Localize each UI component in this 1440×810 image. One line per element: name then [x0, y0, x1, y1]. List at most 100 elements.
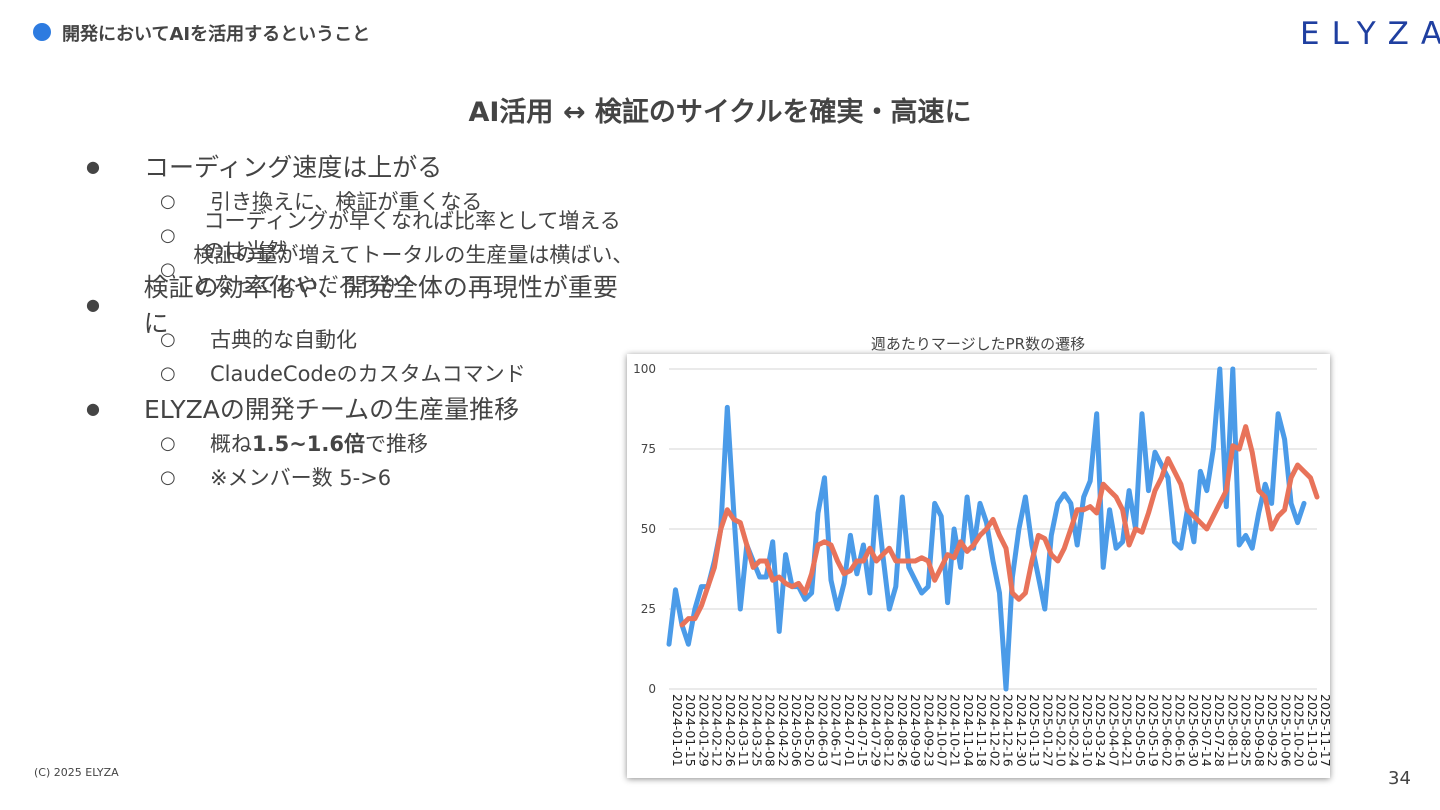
bullet-text: 検証の効率化や、開発全体の再現性が重要に	[143, 273, 618, 338]
y-tick-label: 50	[641, 522, 656, 536]
x-tick-label: 2024-05-20	[802, 694, 817, 767]
x-tick-label: 2024-07-15	[855, 694, 870, 767]
sub-bullet-mark: ○	[160, 190, 176, 212]
x-tick-label: 2025-01-13	[1027, 694, 1042, 767]
x-tick-label: 2024-01-15	[683, 694, 698, 767]
x-tick-label: 2025-06-02	[1159, 694, 1174, 767]
x-tick-label: 2024-07-01	[842, 694, 857, 767]
y-tick-label: 100	[633, 362, 656, 376]
sub-bullet-item: ○ コーディングが早くなれば比率として増えるのは当然	[80, 209, 640, 263]
slide-title: AI活用 ↔ 検証のサイクルを確実・高速に	[468, 97, 972, 128]
sub-bullet-mark: ○	[160, 362, 176, 384]
x-tick-label: 2024-04-08	[763, 694, 778, 767]
sub-bullet-text: ClaudeCodeのカスタムコマンド	[210, 362, 526, 386]
sub-bullet-mark: ○	[160, 328, 176, 350]
text-bold: 1.5~1.6倍	[252, 432, 365, 456]
x-tick-label: 2025-02-10	[1054, 694, 1069, 767]
sub-bullet-mark: ○	[160, 466, 176, 488]
sub-bullet-item: ○ 検証の量が増えてトータルの生産量は横ばい、となってないだろうか？	[80, 243, 640, 297]
bullet-mark: ●	[86, 398, 100, 418]
line-chart: 0 25 50 75 100 2024-01-012024-01-152024-01-29…	[633, 362, 1333, 767]
x-tick-label: 2024-05-06	[789, 694, 804, 767]
x-tick-label: 2024-12-30	[1014, 694, 1029, 767]
x-tick-label: 2025-01-27	[1040, 694, 1055, 767]
x-tick-label: 2025-06-30	[1186, 694, 1201, 767]
x-tick-label: 2025-11-17	[1318, 694, 1330, 767]
chart-title: 週あたりマージしたPR数の遷移	[870, 335, 1086, 353]
x-tick-label: 2025-07-14	[1199, 694, 1214, 767]
x-tick-label: 2025-07-28	[1212, 694, 1227, 767]
sub-bullet-item: ○ 古典的な自動化	[80, 322, 640, 356]
x-tick-label: 2024-11-04	[961, 694, 976, 767]
bullet-item: ● ELYZAの開発チームの生産量推移	[80, 390, 640, 426]
bullet-list: ● コーディング速度は上がる ○ 引き換えに、検証が重くなる ○ コーディングが…	[80, 148, 640, 494]
x-tick-label: 2024-09-09	[908, 694, 923, 767]
x-tick-label: 2024-08-12	[882, 694, 897, 767]
x-tick-label: 2024-12-16	[1001, 694, 1016, 767]
x-tick-label: 2024-10-07	[935, 694, 950, 767]
sub-bullet-text: 検証の量が増えてトータルの生産量は横ばい、となってないだろうか？	[193, 243, 634, 297]
series-line-average	[679, 424, 1320, 628]
section-dot-icon	[33, 23, 51, 41]
sub-bullet-mark: ○	[160, 258, 176, 280]
x-tick-label: 2025-10-20	[1292, 694, 1307, 767]
sub-bullet-text: 古典的な自動化	[210, 328, 357, 352]
x-tick-label: 2024-01-01	[670, 694, 685, 767]
chart-frame: 0 25 50 75 100 2024-01-01 2024-01-15 2024-01-29…	[627, 354, 1333, 778]
bullet-mark: ●	[86, 294, 100, 314]
x-tick-label: 2025-09-22	[1265, 694, 1280, 767]
x-tick-label: 2024-04-22	[776, 694, 791, 767]
x-tick-label: 2025-04-07	[1106, 694, 1121, 767]
x-tick-label: 2024-03-11	[736, 694, 751, 767]
series-line-weekly	[666, 366, 1307, 692]
bullet-text: ELYZAの開発チームの生産量推移	[144, 395, 520, 424]
x-tick-label: 2024-09-23	[921, 694, 936, 767]
sub-bullet-item: ○ ClaudeCodeのカスタムコマンド	[80, 356, 640, 390]
sub-bullet-text: ※メンバー数 5->6	[210, 466, 392, 490]
x-tick-label: 2024-01-29	[696, 694, 711, 767]
copyright: (C) 2025 ELYZA	[34, 766, 119, 779]
x-tick-label: 2024-02-12	[710, 694, 725, 767]
x-tick-label: 2024-10-21	[948, 694, 963, 767]
x-tick-label: 2024-06-03	[816, 694, 831, 767]
sub-bullet-text: 概ね1.5~1.6倍で推移	[210, 428, 428, 458]
x-tick-label: 2024-06-17	[829, 694, 844, 767]
y-tick-label: 25	[641, 602, 656, 616]
x-tick-label: 2024-07-29	[868, 694, 883, 767]
bullet-item: ● コーディング速度は上がる	[80, 148, 640, 184]
bullet-text: コーディング速度は上がる	[144, 153, 443, 182]
x-tick-label: 2025-02-24	[1067, 694, 1082, 767]
x-tick-label: 2025-09-08	[1252, 694, 1267, 767]
sub-bullet-text: 引き換えに、検証が重くなる	[210, 190, 483, 214]
text-pre: 概ね	[210, 432, 252, 456]
x-tick-label: 2025-03-10	[1080, 694, 1095, 767]
x-tick-label: 2024-08-26	[895, 694, 910, 767]
bullet-mark: ●	[86, 156, 100, 176]
sub-bullet-item: ○ 引き換えに、検証が重くなる	[80, 184, 640, 218]
sub-bullet-text: コーディングが早くなれば比率として増えるのは当然	[203, 209, 621, 263]
section-title: 開発においてAIを活用するということ	[62, 24, 371, 45]
bullet-item: ● 検証の効率化や、開発全体の再現性が重要に	[80, 273, 640, 338]
x-tick-label: 2025-03-24	[1093, 694, 1108, 767]
y-tick-label: 75	[641, 442, 656, 456]
x-tick-label: 2025-05-19	[1146, 694, 1161, 767]
sub-bullet-item: ○ ※メンバー数 5->6	[80, 460, 640, 494]
x-tick-label: 2024-11-18	[974, 694, 989, 767]
x-tick-label: 2025-04-21	[1120, 694, 1135, 767]
sub-bullet-item: ○ 概ね1.5~1.6倍で推移	[80, 426, 640, 460]
x-tick-label: 2024-02-26	[723, 694, 738, 767]
x-tick-label: 2025-10-06	[1278, 694, 1293, 767]
text-post: で推移	[365, 432, 428, 456]
x-tick-label: 2025-08-25	[1239, 694, 1254, 767]
page-number: 34	[1388, 768, 1411, 789]
x-tick-label: 2024-12-02	[987, 694, 1002, 767]
x-tick-label: 2024-03-25	[749, 694, 764, 767]
sub-bullet-mark: ○	[160, 432, 176, 454]
x-tick-label: 2025-11-03	[1305, 694, 1320, 767]
x-tick-label: 2025-08-11	[1225, 694, 1240, 767]
x-tick-label: 2025-06-16	[1173, 694, 1188, 767]
elyza-logo: ELYZA	[1300, 16, 1440, 52]
x-tick-label: 2025-05-05	[1133, 694, 1148, 767]
sub-bullet-mark: ○	[160, 224, 176, 246]
y-tick-label: 0	[648, 682, 656, 696]
